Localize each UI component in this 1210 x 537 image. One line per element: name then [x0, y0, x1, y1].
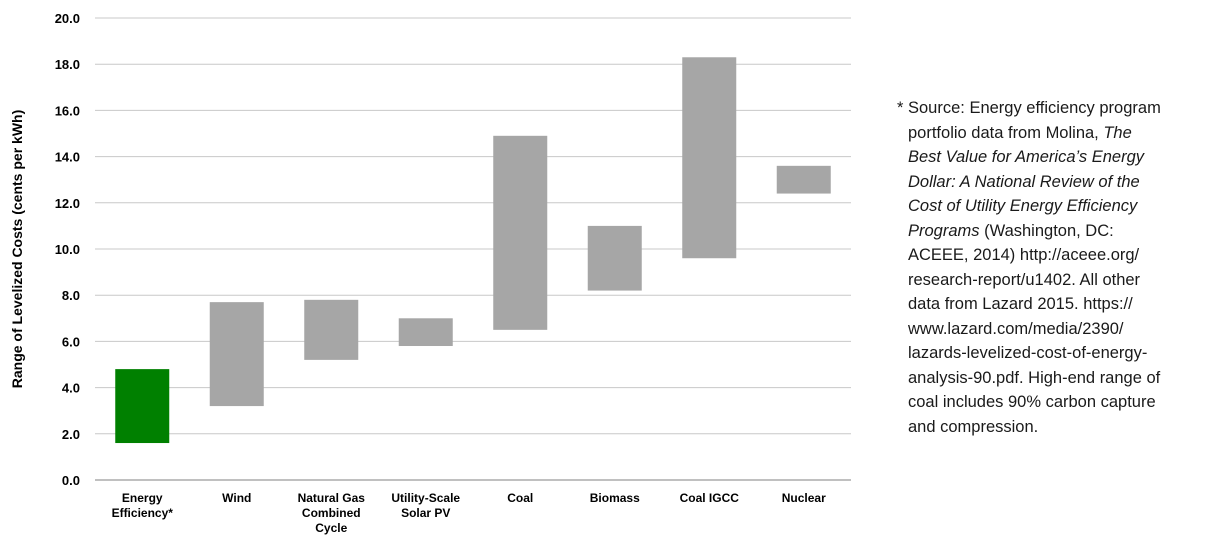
footnote-line: Dollar: A National Review of the [908, 172, 1140, 191]
y-tick-label: 0.0 [62, 473, 80, 488]
footnote-line: Programs (Washington, DC: [908, 221, 1114, 240]
category-label: Energy Efficiency* [112, 491, 174, 520]
footnote-line: lazards-levelized-cost-of-energy- [908, 344, 1148, 362]
category-label: Wind [222, 491, 251, 505]
footnote-line: and compression. [908, 417, 1039, 436]
y-axis-label: Range of Levelized Costs (cents per kWh) [9, 110, 25, 389]
range-bar [398, 318, 453, 347]
category-label: Utility-Scale Solar PV [391, 491, 460, 520]
range-bar [587, 225, 642, 291]
footnote-line: coal includes 90% carbon capture [908, 393, 1156, 411]
y-tick-label: 18.0 [55, 57, 80, 72]
footnote-line: Cost of Utility Energy Efficiency [908, 197, 1138, 215]
y-tick-label: 8.0 [62, 288, 80, 303]
range-bar [493, 135, 548, 330]
y-tick-label: 16.0 [55, 103, 80, 118]
footnote-line: ACEEE, 2014) http://aceee.org/ [908, 246, 1140, 264]
category-label: Coal IGCC [680, 491, 740, 505]
range-bar [682, 57, 737, 259]
category-label: Nuclear [782, 491, 826, 505]
source-footnote: * Source: Energy efficiency program port… [897, 96, 1210, 439]
levelized-cost-chart: 0.02.04.06.08.010.012.014.016.018.020.0 … [9, 11, 851, 535]
footnote-line: data from Lazard 2015. https:// [908, 295, 1133, 313]
gridlines [95, 17, 851, 481]
footnote-line: Best Value for America’s Energy [908, 148, 1144, 166]
footnote-line: portfolio data from Molina, The [908, 123, 1132, 142]
y-tick-labels: 0.0 2.0 4.0 6.0 8.0 10.0 12.0 14.0 16.0 18.0 20.0 [55, 11, 80, 488]
range-bar [776, 165, 831, 194]
y-tick-label: 6.0 [62, 334, 80, 349]
y-tick-label: 4.0 [62, 381, 80, 396]
footnote-line: analysis-90.pdf. High-end range of [908, 368, 1161, 387]
category-label: Biomass [590, 491, 640, 505]
footnote-asterisk: * [897, 99, 904, 117]
y-tick-label: 14.0 [55, 150, 80, 165]
y-tick-label: 20.0 [55, 11, 80, 26]
bars [115, 57, 831, 444]
category-label: Coal [507, 491, 533, 505]
range-bar [304, 299, 359, 360]
range-bar [209, 302, 264, 407]
category-labels: Energy Efficiency* Wind Natural Gas Combined… [112, 491, 827, 535]
category-label: Natural Gas Combined Cycle [298, 491, 366, 535]
footnote-line: Source: Energy efficiency program [908, 99, 1161, 117]
footnote-line: research-report/u1402. All other [908, 270, 1141, 289]
y-tick-label: 12.0 [55, 196, 80, 211]
range-bar [115, 369, 170, 444]
y-tick-label: 10.0 [55, 242, 80, 257]
y-tick-label: 2.0 [62, 427, 80, 442]
footnote-line: www.lazard.com/media/2390/ [908, 319, 1124, 338]
